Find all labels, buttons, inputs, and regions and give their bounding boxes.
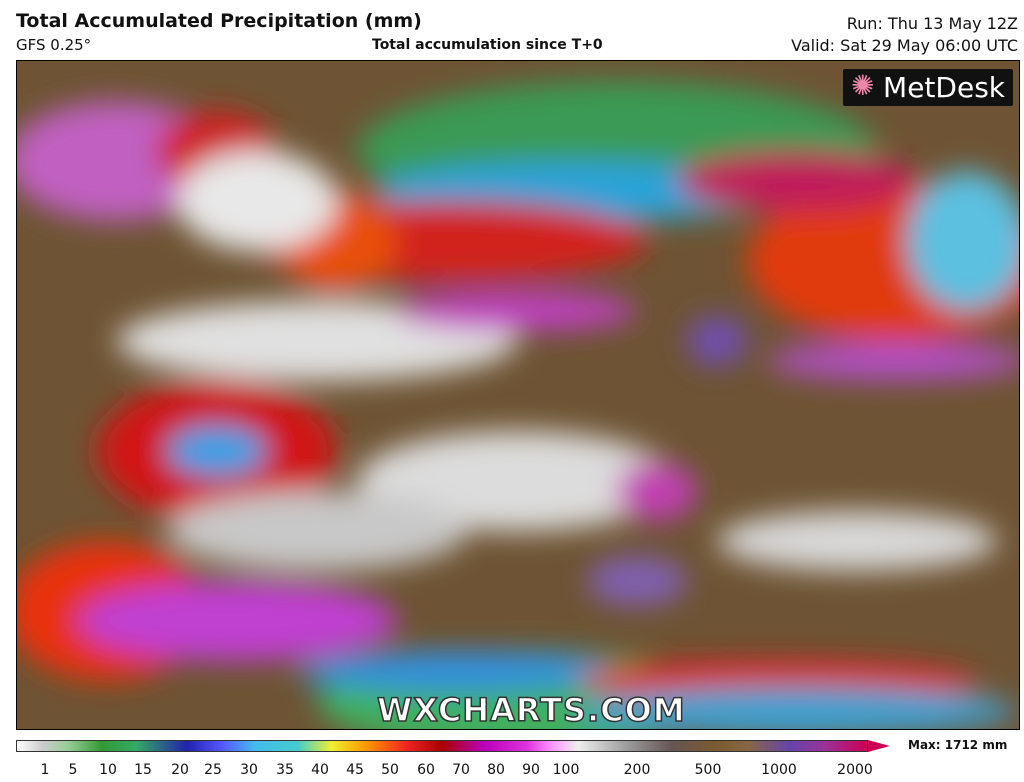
legend-tick: 70 — [452, 762, 470, 778]
max-label: Max: 1712 mm — [908, 738, 1008, 752]
color-bar-arrow — [868, 740, 890, 752]
valid-time: Valid: Sat 29 May 06:00 UTC — [791, 36, 1018, 55]
legend-tick: 90 — [522, 762, 540, 778]
map: MetDesk WXCHARTS.COM — [16, 60, 1020, 730]
logo: MetDesk — [843, 69, 1013, 106]
legend-tick: 20 — [171, 762, 189, 778]
legend-tick: 200 — [623, 762, 651, 778]
legend-tick: 25 — [204, 762, 222, 778]
subtitle: Total accumulation since T+0 — [372, 37, 603, 53]
legend-tick: 50 — [381, 762, 399, 778]
legend-tick: 35 — [276, 762, 294, 778]
legend-tick: 60 — [417, 762, 435, 778]
title: Total Accumulated Precipitation (mm) — [16, 10, 422, 32]
legend-tick: 40 — [311, 762, 329, 778]
legend-tick: 1 — [40, 762, 50, 778]
legend-tick: 45 — [346, 762, 364, 778]
legend-tick: 80 — [487, 762, 505, 778]
legend-tick: 2000 — [837, 762, 873, 778]
run-time: Run: Thu 13 May 12Z — [846, 14, 1018, 33]
legend-tick: 5 — [68, 762, 78, 778]
legend-tick: 1000 — [761, 762, 797, 778]
legend-tick: 15 — [134, 762, 152, 778]
legend-tick: 500 — [694, 762, 722, 778]
watermark: WXCHARTS.COM — [376, 690, 686, 729]
precip-field — [17, 61, 1019, 729]
model: GFS 0.25° — [16, 36, 92, 54]
color-bar — [16, 740, 868, 752]
legend-tick: 30 — [240, 762, 258, 778]
legend-tick: 100 — [552, 762, 580, 778]
legend-tick: 10 — [99, 762, 117, 778]
